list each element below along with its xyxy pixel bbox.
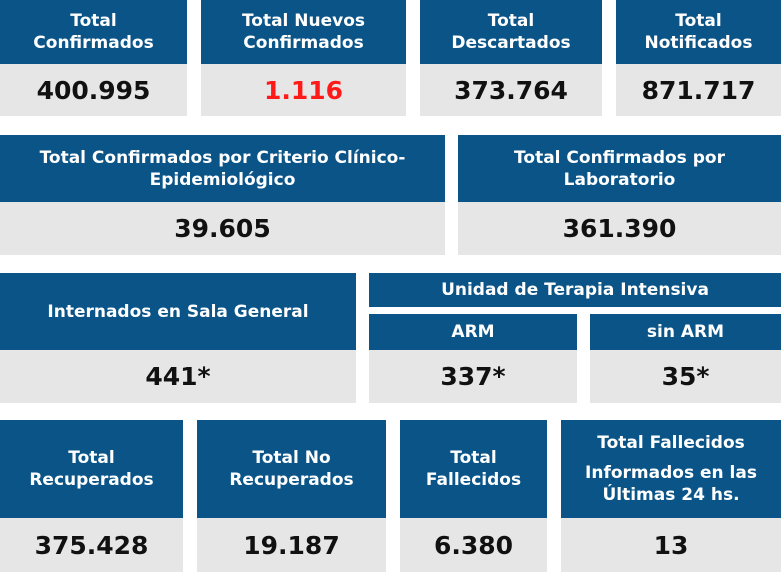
uti-header: Unidad de Terapia Intensiva <box>369 273 781 307</box>
total-no-recuperados-value: 19.187 <box>197 518 386 572</box>
total-descartados-value: 373.764 <box>420 64 602 116</box>
uti-sin-arm-value: 35* <box>590 350 781 403</box>
total-recuperados-value: 375.428 <box>0 518 183 572</box>
total-notificados-card: Total Notificados 871.717 <box>616 0 781 116</box>
confirmados-laboratorio-card: Total Confirmados por Laboratorio 361.39… <box>458 135 781 255</box>
fallecidos-24hs-value: 13 <box>561 518 781 572</box>
total-fallecidos-card: Total Fallecidos 6.380 <box>400 420 547 572</box>
total-descartados-header: Total Descartados <box>420 0 602 64</box>
total-nuevos-confirmados-value: 1.116 <box>201 64 406 116</box>
total-notificados-header: Total Notificados <box>616 0 781 64</box>
confirmados-laboratorio-value: 361.390 <box>458 202 781 255</box>
total-nuevos-confirmados-header: Total Nuevos Confirmados <box>201 0 406 64</box>
sala-general-header: Internados en Sala General <box>0 273 356 350</box>
uti-arm-value: 337* <box>369 350 577 403</box>
uti-sin-arm-card: sin ARM 35* <box>590 314 781 403</box>
total-fallecidos-value: 6.380 <box>400 518 547 572</box>
total-no-recuperados-card: Total No Recuperados 19.187 <box>197 420 386 572</box>
total-confirmados-header: Total Confirmados <box>0 0 187 64</box>
total-confirmados-value: 400.995 <box>0 64 187 116</box>
total-notificados-value: 871.717 <box>616 64 781 116</box>
total-no-recuperados-header: Total No Recuperados <box>197 420 386 518</box>
confirmados-criterio-header: Total Confirmados por Criterio Clínico- … <box>0 135 445 202</box>
sala-general-value: 441* <box>0 350 356 403</box>
uti-arm-card: ARM 337* <box>369 314 577 403</box>
uti-arm-header: ARM <box>369 314 577 350</box>
total-recuperados-card: Total Recuperados 375.428 <box>0 420 183 572</box>
confirmados-criterio-card: Total Confirmados por Criterio Clínico- … <box>0 135 445 255</box>
confirmados-laboratorio-header: Total Confirmados por Laboratorio <box>458 135 781 202</box>
uti-sin-arm-header: sin ARM <box>590 314 781 350</box>
sala-general-card: Internados en Sala General 441* <box>0 273 356 403</box>
total-descartados-card: Total Descartados 373.764 <box>420 0 602 116</box>
total-fallecidos-header: Total Fallecidos <box>400 420 547 518</box>
uti-title-bar: Unidad de Terapia Intensiva <box>369 273 781 307</box>
fallecidos-24hs-header: Total Fallecidos Informados en las Últim… <box>561 420 781 518</box>
total-nuevos-confirmados-card: Total Nuevos Confirmados 1.116 <box>201 0 406 116</box>
fallecidos-24hs-card: Total Fallecidos Informados en las Últim… <box>561 420 781 572</box>
total-recuperados-header: Total Recuperados <box>0 420 183 518</box>
total-confirmados-card: Total Confirmados 400.995 <box>0 0 187 116</box>
confirmados-criterio-value: 39.605 <box>0 202 445 255</box>
